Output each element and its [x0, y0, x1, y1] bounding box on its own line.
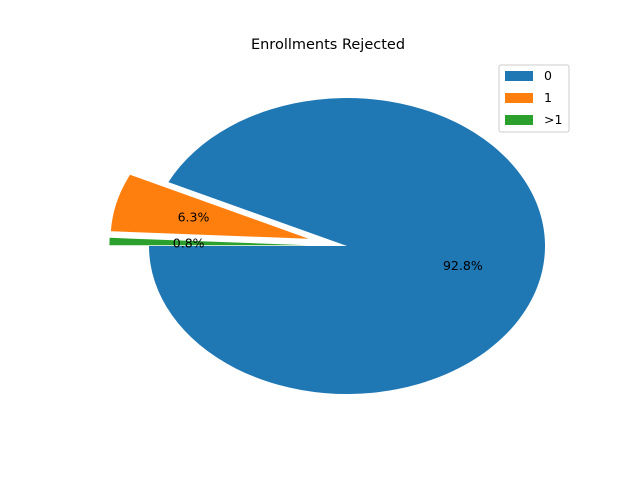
- pie-slice-1: [149, 97, 545, 394]
- pie-slice-3: [109, 237, 308, 246]
- legend-swatch-3: [505, 115, 533, 125]
- legend-label-2: 1: [544, 90, 552, 105]
- legend-swatch-1: [505, 71, 533, 81]
- pie-percent-label-3: 0.8%: [173, 236, 205, 251]
- pie-percent-label-1: 92.8%: [443, 258, 483, 273]
- pie-slices: [109, 97, 545, 394]
- pie-percent-label-2: 6.3%: [178, 209, 210, 224]
- legend-label-3: >1: [544, 112, 562, 127]
- pie-percent-labels: 92.8% 6.3% 0.8%: [173, 209, 483, 273]
- legend-label-1: 0: [544, 68, 552, 83]
- legend: 0 1 >1: [498, 64, 570, 133]
- chart-title: Enrollments Rejected: [251, 37, 405, 53]
- legend-swatch-2: [505, 93, 533, 103]
- pie-slice-2: [110, 174, 309, 239]
- legend-items: 0 1 >1: [505, 68, 562, 127]
